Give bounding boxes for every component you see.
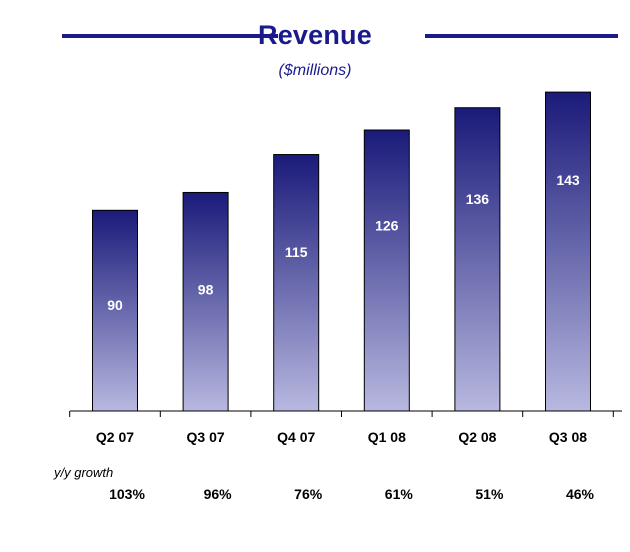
bar-q2-08 — [454, 107, 501, 412]
bar-q2-07 — [92, 209, 138, 412]
chart-subtitle: ($millions) — [278, 62, 352, 79]
growth-value: 103% — [109, 486, 145, 502]
bar-q3-08 — [545, 91, 591, 412]
x-tick-label: Q1 08 — [368, 429, 406, 445]
growth-value: 51% — [475, 486, 504, 502]
x-tick-label: Q3 08 — [549, 429, 587, 445]
bar-q4-07 — [273, 154, 320, 412]
growth-value: 76% — [294, 486, 323, 502]
growth-value: 61% — [384, 486, 413, 502]
x-tick-label: Q2 08 — [458, 429, 496, 445]
title-rule-right — [425, 34, 618, 38]
x-tick-label: Q4 07 — [277, 429, 315, 445]
x-tick-label: Q2 07 — [96, 429, 134, 445]
bar-q3-07 — [182, 191, 229, 412]
bar-q1-08 — [363, 129, 410, 412]
growth-value: 96% — [203, 486, 232, 502]
bar-value-label: 90 — [107, 297, 123, 313]
growth-value: 46% — [565, 486, 595, 502]
growth-label: y/y growth — [54, 465, 114, 480]
bar-value-label: 143 — [556, 172, 580, 188]
bar-value-label: 136 — [466, 191, 490, 207]
x-tick-label: Q3 07 — [187, 429, 225, 445]
revenue-bar-chart: 90 Q2 07 98 Q3 07 115 Q4 07 126 Q1 08 136 Q2 08 14… — [69, 91, 622, 445]
title-rule-left — [62, 34, 278, 38]
bar-value-label: 126 — [375, 217, 399, 233]
bar-value-label: 115 — [285, 244, 308, 260]
bar-value-label: 98 — [198, 281, 214, 297]
chart-title: Revenue — [258, 20, 372, 50]
